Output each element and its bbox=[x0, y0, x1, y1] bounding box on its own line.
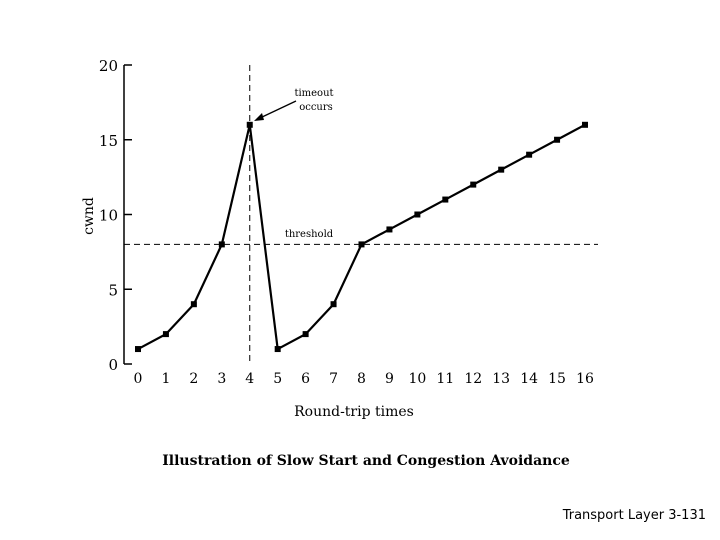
x-tick-label: 14 bbox=[520, 371, 538, 387]
timeout-arrow bbox=[259, 100, 297, 119]
data-point bbox=[526, 151, 533, 158]
x-tick-label: 15 bbox=[548, 371, 566, 387]
x-tick-label: 13 bbox=[492, 371, 510, 387]
x-tick-label: 4 bbox=[245, 371, 254, 387]
y-tick-label: 20 bbox=[99, 57, 118, 75]
data-point bbox=[246, 121, 253, 128]
data-point bbox=[582, 121, 588, 128]
y-tick-label: 10 bbox=[99, 207, 118, 225]
timeout-label-line1: timeout bbox=[294, 88, 333, 99]
data-point bbox=[358, 241, 365, 248]
timeout-arrowhead bbox=[254, 113, 264, 121]
y-tick-label: 15 bbox=[99, 132, 118, 150]
data-point bbox=[470, 181, 477, 188]
x-tick-label: 8 bbox=[357, 371, 366, 387]
data-point bbox=[386, 226, 393, 233]
x-tick-label: 7 bbox=[329, 371, 338, 387]
x-tick-label: 3 bbox=[217, 371, 226, 387]
x-tick-label: 6 bbox=[301, 371, 310, 387]
data-point bbox=[274, 346, 281, 353]
x-tick-label: 11 bbox=[436, 371, 454, 387]
slide-footer: Transport Layer 3-131 bbox=[562, 508, 706, 523]
data-point bbox=[330, 301, 337, 308]
y-tick-label: 5 bbox=[108, 281, 118, 299]
x-tick-label: 2 bbox=[189, 371, 198, 387]
y-tick-label: 0 bbox=[108, 356, 118, 374]
x-tick-label: 9 bbox=[385, 371, 394, 387]
x-tick-label: 0 bbox=[134, 371, 143, 387]
y-axis-label: cwnd bbox=[81, 197, 97, 235]
data-point bbox=[135, 346, 141, 353]
data-point bbox=[302, 331, 309, 338]
data-point bbox=[442, 196, 449, 203]
data-point bbox=[190, 301, 197, 308]
chart-title: Illustration of Slow Start and Congestio… bbox=[162, 453, 570, 469]
x-tick-label: 12 bbox=[464, 371, 482, 387]
timeout-label-line2: occurs bbox=[299, 102, 333, 113]
x-tick-label: 1 bbox=[161, 371, 170, 387]
data-point bbox=[218, 241, 225, 248]
x-tick-label: 10 bbox=[408, 371, 426, 387]
threshold-label: threshold bbox=[285, 229, 334, 240]
x-tick-label: 5 bbox=[273, 371, 282, 387]
data-point bbox=[162, 331, 169, 338]
data-point bbox=[414, 211, 421, 218]
x-axis-label: Round-trip times bbox=[294, 404, 414, 420]
x-tick-label: 16 bbox=[576, 371, 594, 387]
data-point bbox=[554, 136, 561, 143]
data-point bbox=[498, 166, 505, 173]
series-line-cwnd bbox=[137, 123, 586, 351]
